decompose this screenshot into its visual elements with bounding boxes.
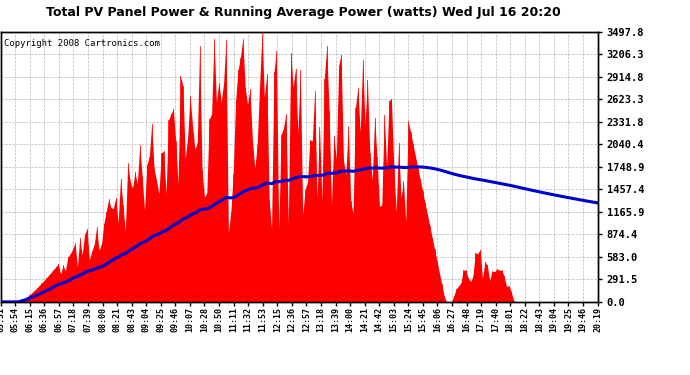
Text: Total PV Panel Power & Running Average Power (watts) Wed Jul 16 20:20: Total PV Panel Power & Running Average P… xyxy=(46,6,561,19)
Text: Copyright 2008 Cartronics.com: Copyright 2008 Cartronics.com xyxy=(3,39,159,48)
